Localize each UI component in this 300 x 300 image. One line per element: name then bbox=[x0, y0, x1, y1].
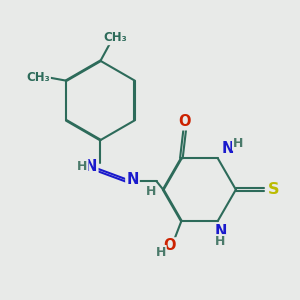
Text: CH₃: CH₃ bbox=[26, 71, 50, 84]
Text: CH₃: CH₃ bbox=[103, 31, 127, 44]
Text: O: O bbox=[178, 114, 191, 129]
Text: H: H bbox=[233, 137, 243, 150]
Text: S: S bbox=[267, 182, 279, 197]
Text: N: N bbox=[126, 172, 139, 187]
Text: O: O bbox=[164, 238, 176, 253]
Text: N: N bbox=[85, 159, 98, 174]
Text: H: H bbox=[155, 246, 166, 259]
Text: H: H bbox=[146, 185, 156, 198]
Text: N: N bbox=[214, 224, 226, 239]
Text: H: H bbox=[77, 160, 88, 173]
Text: N: N bbox=[222, 141, 235, 156]
Text: H: H bbox=[215, 235, 226, 248]
